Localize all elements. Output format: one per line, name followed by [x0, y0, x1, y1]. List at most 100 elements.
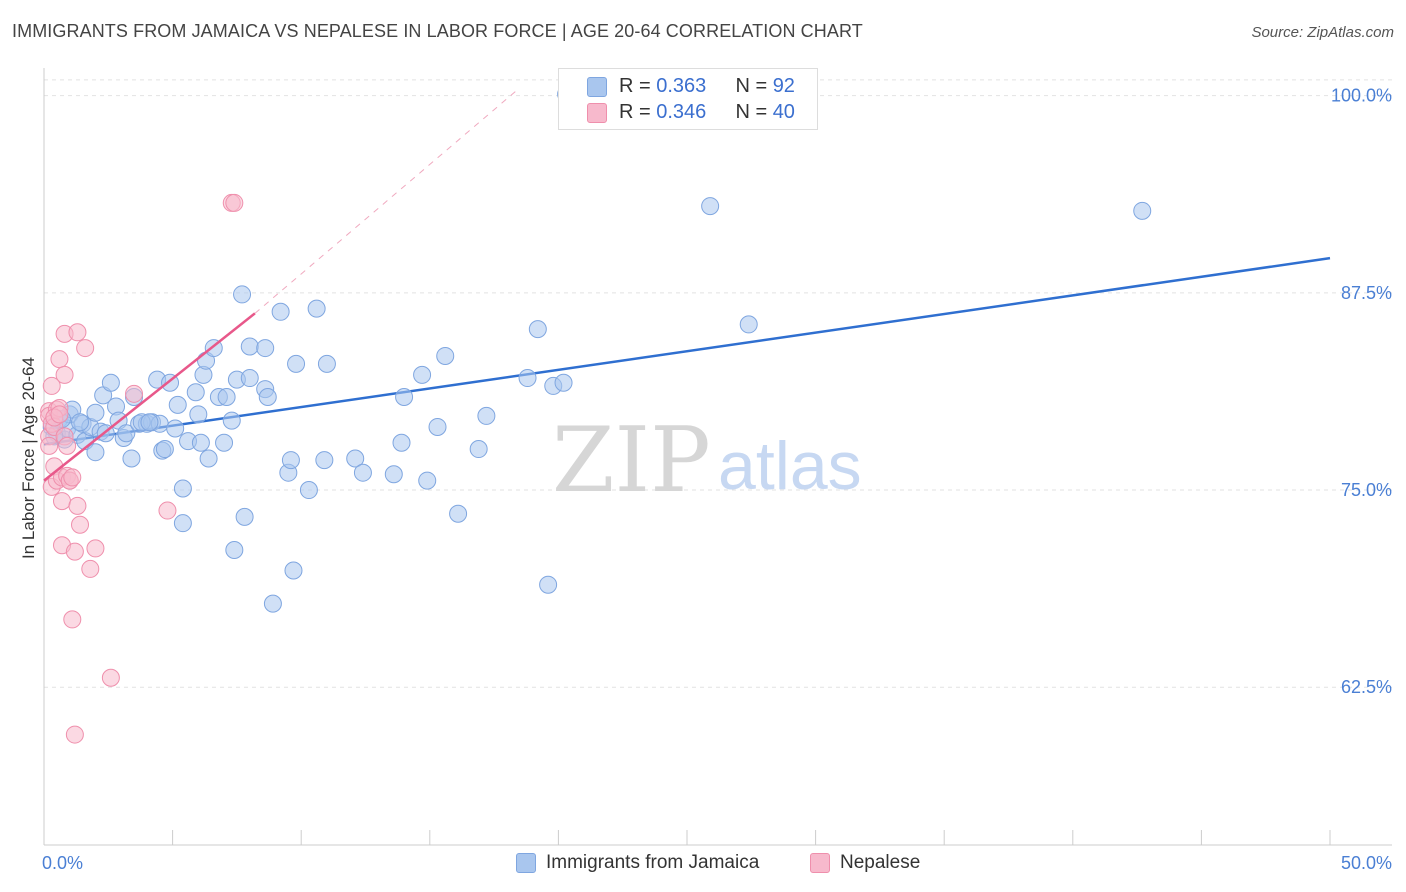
- chart-title: IMMIGRANTS FROM JAMAICA VS NEPALESE IN L…: [12, 21, 863, 41]
- point-jamaica: [199, 449, 218, 468]
- legend-swatch-nepalese: [587, 103, 607, 123]
- y-tick-label: 100.0%: [1331, 86, 1392, 106]
- bottom-legend-swatch-jamaica: [516, 853, 536, 873]
- point-jamaica: [449, 504, 468, 523]
- point-jamaica: [315, 451, 334, 470]
- point-jamaica: [701, 197, 720, 216]
- legend-n-label: N =: [735, 75, 773, 97]
- legend-row-nepalese: R = 0.346 N = 40: [619, 101, 795, 125]
- point-jamaica: [117, 424, 136, 443]
- point-jamaica: [353, 463, 372, 482]
- point-nepalese: [63, 610, 82, 629]
- point-nepalese: [63, 468, 82, 487]
- point-jamaica: [1133, 201, 1152, 220]
- point-jamaica: [101, 373, 120, 392]
- point-jamaica: [384, 465, 403, 484]
- y-tick-label: 75.0%: [1341, 480, 1392, 500]
- point-jamaica: [140, 413, 159, 432]
- point-jamaica: [271, 302, 290, 321]
- legend-r-value-jamaica: 0.363: [656, 75, 707, 97]
- point-jamaica: [346, 449, 365, 468]
- point-jamaica: [436, 346, 455, 365]
- x-tick-label-max: 50.0%: [1341, 853, 1392, 873]
- watermark-atlas: atlas: [718, 428, 862, 504]
- legend-swatch-jamaica: [587, 77, 607, 97]
- chart-source: Source: ZipAtlas.com: [1251, 24, 1394, 41]
- x-tick-label-min: 0.0%: [42, 853, 83, 873]
- point-jamaica: [263, 594, 282, 613]
- point-jamaica: [215, 433, 234, 452]
- legend-r-value-nepalese: 0.346: [656, 101, 707, 123]
- point-nepalese: [68, 323, 87, 342]
- correlation-legend: R = 0.363 N = 92 R = 0.346 N = 40: [558, 68, 818, 130]
- point-nepalese: [55, 365, 74, 384]
- point-nepalese: [58, 436, 77, 455]
- point-nepalese: [65, 542, 84, 561]
- point-jamaica: [518, 369, 537, 388]
- point-jamaica: [281, 451, 300, 470]
- point-nepalese: [42, 376, 61, 395]
- point-jamaica: [258, 387, 277, 406]
- point-jamaica: [166, 419, 185, 438]
- bottom-legend-jamaica: Immigrants from Jamaica: [546, 852, 760, 873]
- point-jamaica: [477, 406, 496, 425]
- point-nepalese: [125, 384, 144, 403]
- point-jamaica: [173, 514, 192, 533]
- legend-n-label: N =: [735, 101, 773, 123]
- point-nepalese: [225, 193, 244, 212]
- point-jamaica: [287, 354, 306, 373]
- point-jamaica: [307, 299, 326, 318]
- point-jamaica: [418, 471, 437, 490]
- legend-n-value-jamaica: 92: [772, 75, 795, 97]
- point-jamaica: [122, 449, 141, 468]
- point-jamaica: [528, 320, 547, 339]
- point-nepalese: [101, 668, 120, 687]
- point-jamaica: [299, 481, 318, 500]
- trend-lines: [43, 87, 1331, 446]
- point-jamaica: [225, 540, 244, 559]
- point-jamaica: [222, 411, 241, 430]
- point-jamaica: [233, 285, 252, 304]
- point-jamaica: [428, 417, 447, 436]
- point-nepalese: [53, 492, 72, 511]
- point-nepalese: [40, 436, 59, 455]
- tick-labels: 100.0% 87.5% 75.0% 62.5% 0.0% 50.0%: [42, 86, 1392, 873]
- point-nepalese: [50, 350, 69, 369]
- point-jamaica: [189, 405, 208, 424]
- point-jamaica: [554, 373, 573, 392]
- point-jamaica: [191, 433, 210, 452]
- point-jamaica: [256, 339, 275, 358]
- point-nepalese: [158, 501, 177, 520]
- legend-n-value-nepalese: 40: [772, 101, 795, 123]
- point-jamaica: [413, 365, 432, 384]
- watermark-zip: ZIP: [552, 408, 711, 513]
- point-nepalese: [76, 339, 95, 358]
- point-jamaica: [168, 395, 187, 414]
- point-jamaica: [217, 387, 236, 406]
- point-jamaica: [395, 387, 414, 406]
- y-tick-label: 62.5%: [1341, 677, 1392, 697]
- point-nepalese: [65, 725, 84, 744]
- legend-row-jamaica: R = 0.363 N = 92: [619, 75, 795, 99]
- bottom-legend-swatch-nepalese: [810, 853, 830, 873]
- point-jamaica: [235, 507, 254, 526]
- point-nepalese: [71, 515, 90, 534]
- point-jamaica: [173, 479, 192, 498]
- y-tick-label: 87.5%: [1341, 283, 1392, 303]
- legend-r-label: R =: [619, 101, 657, 123]
- point-jamaica: [71, 413, 90, 432]
- point-jamaica: [86, 403, 105, 422]
- point-jamaica: [469, 440, 488, 459]
- point-jamaica: [186, 383, 205, 402]
- trend-line-jamaica: [43, 256, 1331, 446]
- point-jamaica: [240, 369, 259, 388]
- point-jamaica: [539, 575, 558, 594]
- point-jamaica: [317, 354, 336, 373]
- point-nepalese: [50, 405, 69, 424]
- point-nepalese: [81, 559, 100, 578]
- y-axis-title: In Labor Force | Age 20-64: [19, 357, 38, 559]
- point-nepalese: [68, 496, 87, 515]
- point-jamaica: [240, 337, 259, 356]
- point-jamaica: [739, 315, 758, 334]
- trend-line-nepalese-extension: [254, 87, 521, 314]
